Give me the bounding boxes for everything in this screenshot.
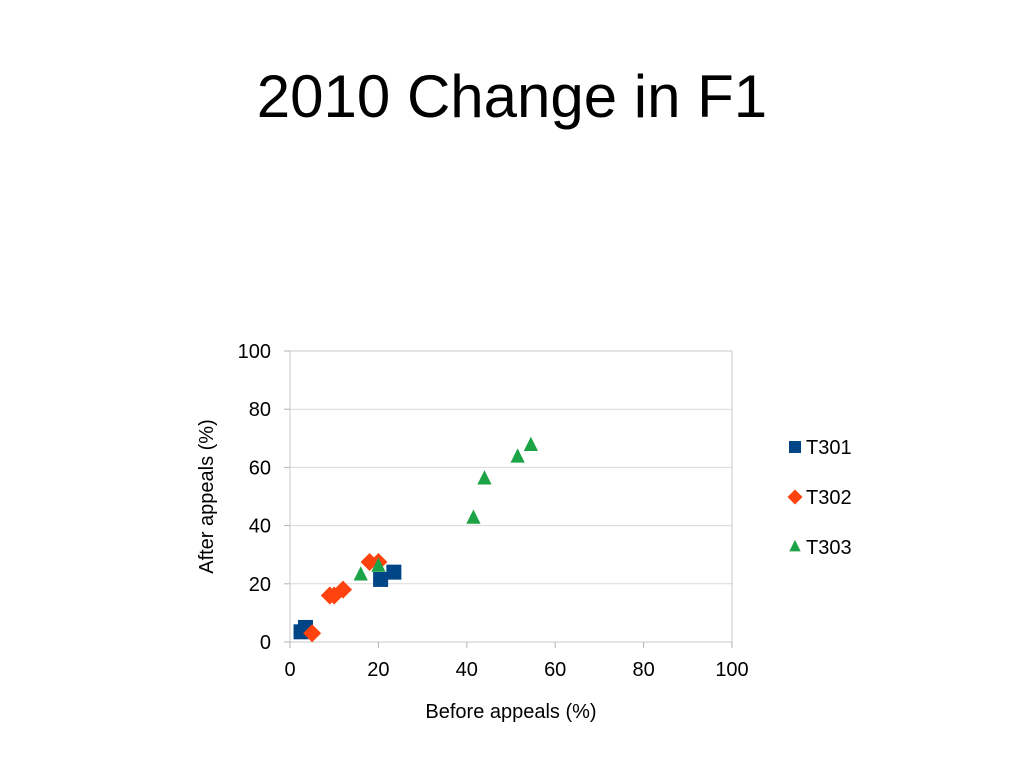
- x-tick-label: 20: [367, 659, 389, 681]
- x-axis-title: Before appeals (%): [425, 701, 596, 723]
- data-point: [373, 571, 389, 587]
- legend-label: T301: [806, 437, 852, 459]
- data-point: [371, 557, 386, 572]
- data-point: [353, 566, 368, 581]
- legend-item-t301: T301: [789, 437, 852, 459]
- plot-area: [289, 350, 733, 643]
- x-tick-label: 80: [632, 659, 654, 681]
- grid-lines: [290, 350, 732, 643]
- x-tick-label: 0: [284, 659, 295, 681]
- slide-title: 2010 Change in F1: [256, 63, 768, 130]
- legend: T301 T302 T303: [787, 437, 852, 559]
- y-axis-title: After appeals (%): [196, 419, 218, 574]
- y-tick-label: 80: [249, 399, 271, 421]
- y-tick-label: 60: [249, 457, 271, 479]
- legend-label: T303: [806, 537, 852, 559]
- x-tick-label: 40: [456, 659, 478, 681]
- data-point: [477, 470, 492, 485]
- data-point: [303, 624, 322, 643]
- axis-ticks: 0 20 40 60 80 100 0 20 40 60 80 100: [238, 341, 749, 681]
- data-point: [523, 436, 539, 451]
- y-tick-label: 20: [249, 574, 271, 596]
- legend-marker: [789, 441, 801, 453]
- series-t303: [353, 436, 539, 581]
- data-points: [293, 436, 539, 643]
- legend-item-t303: T303: [789, 537, 852, 559]
- x-tick-label: 60: [544, 659, 566, 681]
- data-point: [466, 509, 481, 524]
- y-tick-label: 40: [249, 516, 271, 538]
- legend-item-t302: T302: [787, 487, 852, 509]
- legend-label: T302: [806, 487, 852, 509]
- series-t301: [293, 564, 402, 640]
- y-tick-label: 100: [238, 341, 271, 363]
- data-point: [334, 580, 353, 599]
- data-point: [386, 564, 402, 580]
- legend-marker: [787, 489, 803, 505]
- y-tick-label: 0: [260, 632, 271, 654]
- legend-marker: [789, 539, 801, 552]
- data-point: [293, 624, 309, 640]
- x-tick-label: 100: [715, 659, 748, 681]
- data-point: [510, 448, 525, 463]
